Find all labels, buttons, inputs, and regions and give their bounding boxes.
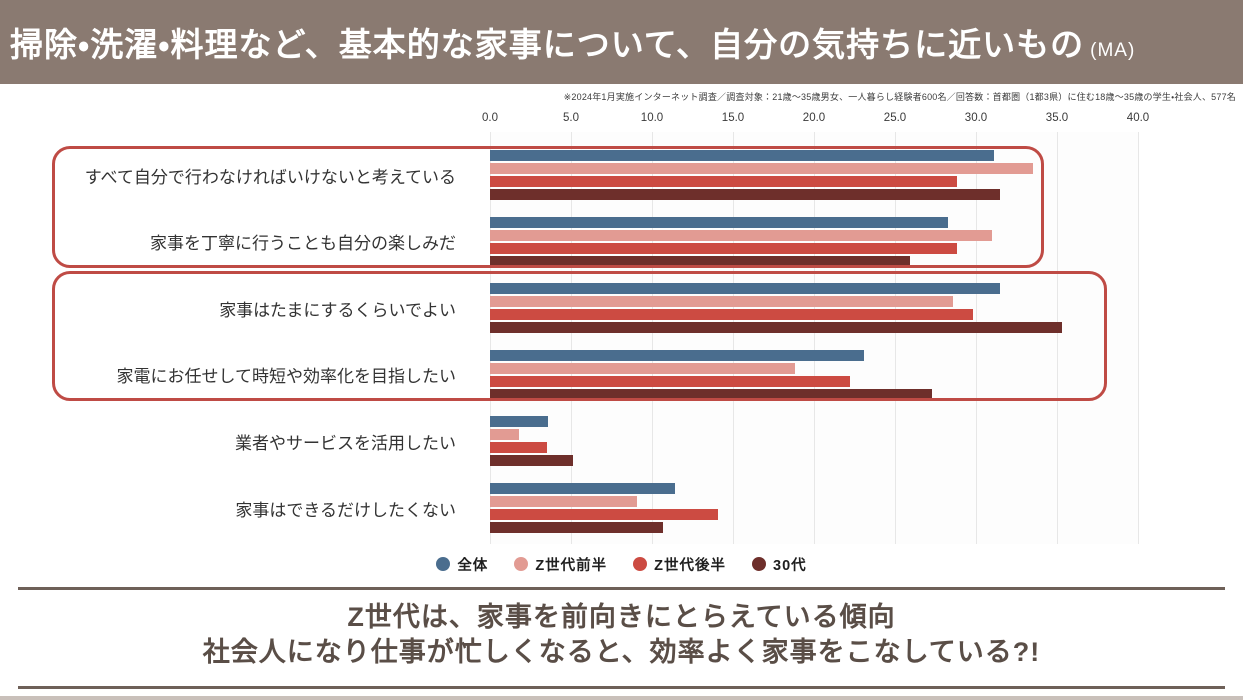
x-axis-tick-30.0: 30.0 — [964, 112, 988, 124]
legend-label: 全体 — [457, 557, 489, 574]
bar-全体-cat2 — [490, 216, 949, 228]
bar-Z世代前半-cat3 — [490, 296, 954, 308]
gridline-25.0 — [895, 132, 896, 544]
x-axis-tick-35.0: 35.0 — [1045, 112, 1069, 124]
legend-label: 30代 — [773, 557, 807, 574]
header: 掃除・洗濯・料理など、基本的な家事について、自分の気持ちに近いもの (MA) — [0, 0, 1243, 84]
legend-marker-icon — [436, 557, 451, 571]
bar-Z世代後半-cat5 — [490, 442, 547, 454]
plot-area — [490, 132, 1139, 544]
bar-Z世代後半-cat4 — [490, 375, 850, 387]
bar-Z世代後半-cat2 — [490, 242, 957, 254]
gridline-35.0 — [1057, 132, 1058, 544]
x-axis-tick-20.0: 20.0 — [802, 112, 826, 124]
gridline-5.0 — [571, 132, 572, 544]
bar-Z世代前半-cat5 — [490, 429, 520, 441]
bar-全体-cat6 — [490, 483, 675, 494]
x-axis-tick-15.0: 15.0 — [721, 112, 745, 124]
takeaway-line-1: Z世代は、家事を前向きにとらえている傾向 — [347, 602, 896, 632]
category-label-1: すべて自分で行わなければいけないと考えている — [84, 167, 456, 187]
x-axis-tick-0.0: 0.0 — [482, 112, 498, 124]
bar-Z世代前半-cat1 — [490, 163, 1033, 174]
legend: 全体 Z世代前半 Z世代後半 30代 — [0, 552, 1243, 576]
bar-Z世代後半-cat3 — [490, 309, 973, 321]
gridline-10.0 — [652, 132, 653, 544]
bar-全体-cat1 — [490, 150, 994, 161]
bar-Z世代後半-cat6 — [490, 509, 719, 520]
legend-label: Z世代前半 — [535, 557, 608, 574]
bar-全体-cat3 — [490, 283, 1001, 295]
survey-note: ※2024年1月実施インターネット調査／調査対象：21歳～35歳男女、一人暮らし… — [563, 92, 1236, 102]
bottom-divider — [18, 686, 1225, 689]
page-title-text: 掃除・洗濯・料理など、基本的な家事について、自分の気持ちに近いもの — [10, 26, 1085, 63]
x-axis-tick-5.0: 5.0 — [563, 112, 579, 124]
page-title: 掃除・洗濯・料理など、基本的な家事について、自分の気持ちに近いもの (MA) — [10, 18, 1135, 66]
bar-30代-cat5 — [490, 455, 573, 467]
legend-item-2: Z世代前半 — [514, 554, 607, 575]
bar-30代-cat6 — [490, 522, 664, 533]
gridline-20.0 — [814, 132, 815, 544]
bar-30代-cat3 — [490, 322, 1062, 334]
takeaway-line-2: 社会人になり仕事が忙しくなると、効率よく家事をこなしている?! — [202, 637, 1041, 667]
bar-30代-cat1 — [490, 189, 1001, 200]
highlight-box-2 — [52, 271, 1107, 401]
gridline-40.0 — [1138, 132, 1139, 544]
bar-Z世代後半-cat1 — [490, 176, 957, 187]
x-axis-tick-10.0: 10.0 — [640, 112, 664, 124]
highlight-box-1 — [52, 146, 1044, 268]
legend-label: Z世代後半 — [654, 557, 727, 574]
bar-Z世代前半-cat6 — [490, 496, 638, 507]
category-label-6: 家事はできるだけしたくない — [235, 500, 456, 520]
bottom-band — [0, 696, 1243, 700]
legend-marker-icon — [633, 557, 648, 571]
category-label-2: 家事を丁寧に行うことも自分の楽しみだ — [150, 234, 456, 254]
bar-30代-cat2 — [490, 255, 910, 267]
category-label-5: 業者やサービスを活用したい — [235, 433, 456, 453]
page-title-ma-suffix: (MA) — [1090, 40, 1136, 61]
top-divider — [18, 587, 1225, 590]
x-axis-tick-25.0: 25.0 — [883, 112, 907, 124]
gridline-15.0 — [733, 132, 734, 544]
legend-marker-icon — [514, 557, 529, 571]
gridline-30.0 — [976, 132, 977, 544]
bar-全体-cat4 — [490, 349, 865, 361]
category-label-3: 家事はたまにするくらいでよい — [219, 300, 456, 320]
legend-marker-icon — [752, 557, 767, 571]
legend-item-1: 全体 — [436, 554, 488, 575]
x-axis-tick-40.0: 40.0 — [1126, 112, 1150, 124]
bar-30代-cat4 — [490, 388, 933, 400]
bar-Z世代前半-cat4 — [490, 362, 795, 374]
legend-item-4: 30代 — [752, 554, 807, 575]
gridline-0.0 — [490, 132, 491, 544]
bar-全体-cat5 — [490, 416, 549, 428]
legend-item-3: Z世代後半 — [633, 554, 726, 575]
category-label-4: 家電にお任せして時短や効率化を目指したい — [116, 367, 457, 387]
bar-Z世代前半-cat2 — [490, 229, 993, 241]
takeaway-text: Z世代は、家事を前向きにとらえている傾向 社会人になり仕事が忙しくなると、効率よ… — [0, 600, 1243, 670]
